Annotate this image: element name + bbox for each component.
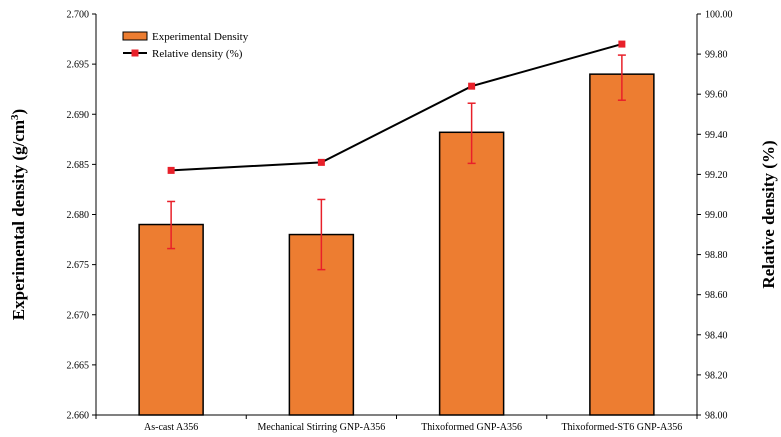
category-label: Mechanical Stirring GNP-A356	[257, 422, 385, 433]
category-label: As-cast A356	[144, 422, 198, 433]
right-tick-label: 98.00	[705, 411, 728, 422]
relative-density-point	[317, 158, 325, 166]
y-axis-right-title: Relative density (%)	[759, 140, 778, 288]
line-layer	[167, 40, 626, 174]
legend-bar-label: Experimental Density	[152, 31, 249, 43]
category-label: Thixoformed GNP-A356	[421, 422, 522, 433]
bar	[589, 73, 655, 416]
legend-bar-swatch	[122, 31, 148, 41]
left-tick-label: 2.665	[67, 360, 90, 371]
legend: Experimental Density Relative density (%)	[122, 31, 249, 60]
legend-line-marker	[131, 49, 139, 57]
right-tick-label: 99.80	[705, 50, 728, 61]
right-tick-label: 100.00	[705, 10, 733, 21]
y-axis-left-title: Experimental density (g/cm3)	[9, 109, 28, 320]
relative-density-line	[171, 43, 623, 172]
relative-density-point	[468, 82, 476, 90]
right-tick-label: 98.60	[705, 290, 728, 301]
right-tick-label: 98.40	[705, 330, 728, 341]
relative-density-point	[618, 40, 626, 48]
right-tick-label: 99.00	[705, 210, 728, 221]
relative-density-point	[167, 166, 175, 174]
right-tick-label: 99.40	[705, 130, 728, 141]
left-tick-label: 2.690	[67, 110, 90, 121]
left-tick-label: 2.680	[67, 210, 90, 221]
bar	[138, 223, 204, 416]
left-tick-label: 2.700	[67, 10, 90, 21]
right-tick-label: 99.60	[705, 90, 728, 101]
left-tick-label: 2.670	[67, 310, 90, 321]
right-tick-label: 99.20	[705, 170, 728, 181]
category-label: Thixoformed-ST6 GNP-A356	[561, 422, 682, 433]
right-tick-label: 98.20	[705, 370, 728, 381]
legend-line-label: Relative density (%)	[152, 48, 243, 60]
left-tick-label: 2.675	[67, 260, 90, 271]
bar	[438, 131, 505, 416]
right-tick-label: 98.80	[705, 250, 728, 261]
bars-layer	[138, 54, 655, 416]
superscript-three: 3	[9, 114, 21, 120]
labels-layer: As-cast A356 Mechanical Stirring GNP-A356…	[9, 109, 778, 433]
left-tick-label: 2.695	[67, 60, 90, 71]
left-tick-label: 2.685	[67, 160, 90, 171]
left-tick-label: 2.660	[67, 411, 90, 422]
